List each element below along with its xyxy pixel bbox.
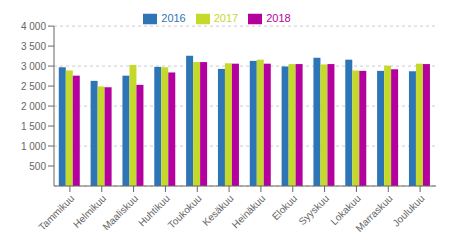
html-text:2017: 2017 xyxy=(213,12,239,24)
svg-text:2 500: 2 500 xyxy=(21,81,46,92)
svg-text:3 500: 3 500 xyxy=(21,41,46,52)
svg-text:Syyskuu: Syyskuu xyxy=(297,193,332,228)
svg-text:Tammikuu: Tammikuu xyxy=(36,193,76,233)
svg-text:Elokuu: Elokuu xyxy=(270,193,299,222)
svg-text:Helmikuu: Helmikuu xyxy=(70,192,109,230)
svg-text:Toukokuu: Toukokuu xyxy=(166,193,204,231)
svg-text:Kesäkuu: Kesäkuu xyxy=(200,192,236,228)
svg-text:500: 500 xyxy=(29,161,46,172)
svg-text:Joulukuu: Joulukuu xyxy=(390,193,426,229)
svg-text:Maaliskuu: Maaliskuu xyxy=(100,193,140,233)
svg-text:Lokakuu: Lokakuu xyxy=(328,192,363,228)
svg-text:Huhtikuu: Huhtikuu xyxy=(136,192,172,229)
svg-text:1 000: 1 000 xyxy=(21,141,46,152)
svg-text:2 000: 2 000 xyxy=(21,101,46,112)
svg-text:1 500: 1 500 xyxy=(21,121,46,132)
html-text:2016: 2016 xyxy=(161,12,186,24)
svg-text:Heinäkuu: Heinäkuu xyxy=(230,193,268,231)
svg-text:4 000: 4 000 xyxy=(21,21,46,32)
svg-text:3 000: 3 000 xyxy=(21,61,46,72)
html-text:2018: 2018 xyxy=(266,12,291,24)
svg-text:Marraskuu: Marraskuu xyxy=(353,193,394,234)
